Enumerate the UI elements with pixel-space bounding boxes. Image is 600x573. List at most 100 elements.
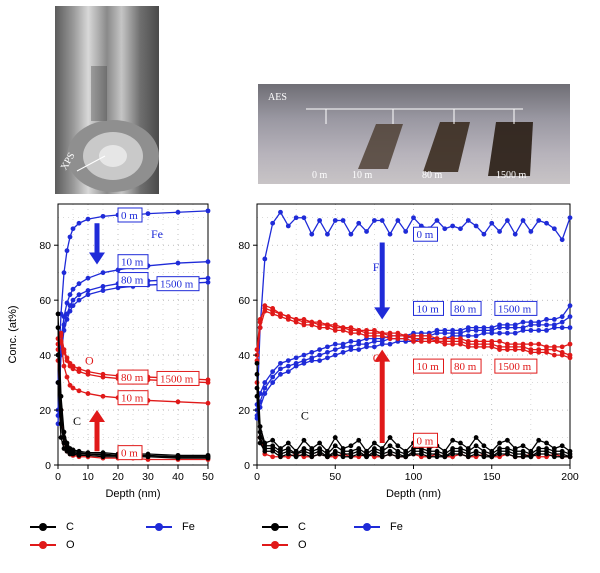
chart2-series-o-6-point: [371, 327, 377, 333]
chart2-series-c-9-point: [254, 371, 260, 377]
chart2-series-fe-0-point: [458, 226, 463, 232]
chart2-series-fe-2-point: [278, 366, 283, 372]
chart1-annotation-7: 1500 m: [160, 373, 194, 385]
chart2-series-fe-3-point: [293, 363, 299, 369]
wear-track-10m: [358, 124, 403, 169]
chart1-series-o-5-point: [70, 366, 76, 372]
chart2-series-fe-0-point: [301, 215, 307, 221]
chart1-annotation-box-0: [117, 207, 143, 223]
chart1-series-fe-0-point: [175, 209, 181, 215]
chart1-series-c-11-point: [145, 454, 151, 460]
chart2-series-c-9-point: [387, 443, 393, 449]
chart2-series-fe-2-point: [497, 325, 502, 331]
chart1-series-fe-3-point: [64, 316, 70, 322]
chart2-x-tick-label: 0: [254, 471, 260, 483]
chart2-series-o-6-point: [332, 322, 338, 328]
chart2-series-fe-3-point: [465, 333, 471, 339]
chart2-series-o-6-point: [395, 330, 401, 336]
chart1-series-fe-0-point: [64, 248, 70, 254]
rod-end-illustration: [67, 66, 159, 192]
chart1-annotation-box-6: [117, 369, 149, 385]
chart2-x-tick-label: 50: [329, 471, 341, 483]
chart1-arrow-1-head: [89, 410, 105, 423]
chart1-annotation-3: 1500 m: [160, 279, 194, 291]
wear-track-80m: [423, 122, 470, 172]
chart2-series-o-5-point: [489, 344, 495, 350]
chart1-series-c-11-point: [205, 455, 211, 461]
chart2-annotation-5: 10 m: [417, 361, 440, 373]
chart2-series-fe-1-point: [348, 338, 354, 344]
chart2-series-o-6-point: [348, 325, 354, 331]
chart2-series-fe-0-point: [512, 231, 518, 237]
legend-item-c: C: [262, 521, 306, 533]
chart2-series-c-8-point: [544, 440, 549, 446]
chart2-series-fe-2-point: [317, 352, 322, 358]
chart2-series-fe-3-point: [348, 347, 354, 353]
chart2-series-fe-0-point: [285, 223, 291, 229]
chart2-series-o-6-point: [544, 344, 549, 350]
chart2-series-c-8-point: [254, 360, 260, 366]
chart1-series-fe-2-point: [70, 297, 76, 303]
chart2-series-o-6-point: [442, 336, 448, 342]
chart2-series-fe-1-point: [567, 303, 573, 309]
aes-sample-photo: AES 0 m 10 m 80 m 1500 m: [258, 84, 570, 184]
chart2-series-c-11-point: [481, 454, 487, 460]
chart2-series-fe-0-point: [395, 218, 401, 223]
chart2-series-fe-0-point: [387, 231, 393, 237]
chart1-annotation-6: 80 m: [121, 372, 144, 384]
chart2-series-c-11-point: [497, 451, 502, 457]
chart2-series-fe-2-point: [528, 322, 534, 328]
chart2-series-o-6-point: [301, 316, 307, 322]
chart2-series-fe-0-point: [450, 223, 456, 229]
chart2-series-o-6-point: [489, 338, 495, 344]
chart2-series-fe-2-point: [512, 325, 518, 331]
chart1-annotation-box-1: [117, 254, 149, 270]
chart2-y-tick-label: 20: [238, 405, 250, 417]
chart1-series-fe-0-point: [85, 216, 91, 222]
chart2-series-c-8-point: [332, 435, 338, 440]
chart1-series-fe-0-point: [76, 220, 82, 226]
chart2-x-tick-label: 100: [405, 471, 423, 483]
chart2-series-o-5-point: [512, 347, 518, 353]
chart1-series-fe-0-point: [70, 226, 76, 232]
chart2-series-fe-3-point: [332, 352, 338, 358]
chart2-series-fe-1-point: [559, 314, 565, 320]
wear-track-1500m: [488, 122, 533, 176]
chart1-y-axis-label: Conc. (at%): [7, 305, 19, 363]
chart1-series-c-11-point: [76, 452, 82, 458]
chart1-series-fe-3-point: [100, 288, 106, 293]
legend-label-o: O: [298, 539, 307, 551]
chart2-series-o-5-point: [426, 338, 432, 344]
chart2-series-fe-3-point: [325, 355, 330, 361]
chart2-series-fe-2-point: [544, 322, 549, 328]
chart1-series-o-5-point: [58, 333, 64, 339]
legend-swatch-fe: [354, 523, 380, 531]
chart2-series-c-11-point: [536, 451, 542, 457]
chart2-series-c-8-point: [559, 443, 565, 449]
chart2-series-fe-0-point: [317, 218, 322, 223]
chart2-series-fe-1-point: [317, 347, 322, 353]
chart1-series-fe-1-point: [76, 281, 82, 287]
chart2-series-fe-1-point: [309, 349, 315, 355]
chart2-series-fe-1-point: [278, 360, 283, 366]
chart2-series-c-8-point: [481, 443, 487, 449]
chart2-annotation-10: 0 m: [417, 435, 434, 447]
chart2-series-o-6-point: [481, 338, 487, 344]
chart2-annotation-box-4: [494, 300, 538, 316]
legend-label-c: C: [298, 521, 306, 533]
chart2-series-fe-2-point: [332, 347, 338, 353]
chart1-annotation-box-3: [156, 276, 200, 292]
chart2-series-fe-2-point: [340, 344, 346, 350]
chart2-y-tick-label: 60: [238, 295, 250, 307]
chart2-series-fe-0-point: [325, 231, 330, 237]
chart2-series-c-8-point: [348, 443, 354, 449]
chart2-series-fe-1-point: [551, 316, 557, 322]
chart1-series-o-6-point: [175, 399, 181, 405]
chart2-annotation-1: Fe: [373, 260, 385, 274]
chart2-series-fe-3-point: [551, 325, 557, 331]
chart1-series-o-6-point: [205, 400, 211, 406]
xps-sample-photo: XPS: [55, 6, 159, 194]
chart2-series-fe-1-point: [325, 344, 330, 350]
aes-mark-10m: 10 m: [352, 170, 373, 181]
chart2-series-c-11-point: [450, 451, 456, 457]
